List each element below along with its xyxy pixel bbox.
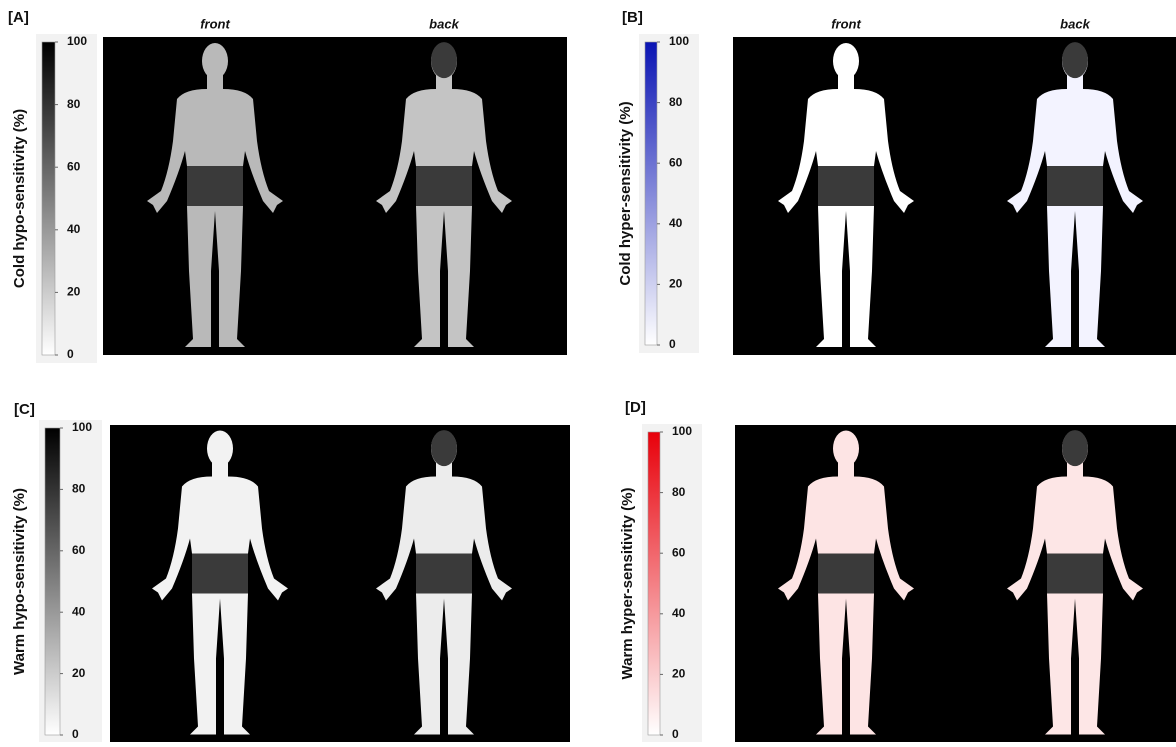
- panel: [A] 0 20 40 60 80 100 Cold hypo-sensitivity (%)…: [8, 9, 567, 363]
- colorbar-tick-label: 80: [672, 485, 686, 499]
- colorbar-tick-label: 100: [672, 424, 692, 438]
- panel-label: [A]: [8, 9, 29, 26]
- colorbar-tick-label: 40: [669, 216, 683, 230]
- colorbar: [45, 428, 60, 735]
- colorbar-tick-label: 60: [67, 159, 81, 173]
- axis-label: Cold hyper-sensitivity (%): [617, 101, 634, 285]
- colorbar-tick-label: 100: [67, 34, 87, 48]
- colorbar-tick-label: 20: [672, 667, 686, 681]
- view-label: back: [1060, 16, 1090, 31]
- colorbar-tick-label: 20: [72, 666, 86, 680]
- panel: [D] 0 20 40 60 80 100 Warm hyper-sensitivity (%…: [619, 399, 1176, 742]
- colorbar-tick-label: 0: [72, 727, 79, 741]
- axis-label: Warm hyper-sensitivity (%): [619, 488, 636, 680]
- colorbar-tick-label: 0: [672, 727, 679, 741]
- head-back: [1062, 42, 1088, 78]
- axis-label: Warm hypo-sensitivity (%): [11, 488, 28, 675]
- figure: [A] 0 20 40 60 80 100 Cold hypo-sensitivity (%)…: [0, 0, 1176, 742]
- body-map-background: [735, 425, 1176, 742]
- panel-label: [D]: [625, 399, 646, 416]
- colorbar-tick-label: 60: [669, 155, 683, 169]
- head-back: [431, 430, 457, 466]
- colorbar-tick-label: 100: [72, 420, 92, 434]
- colorbar: [648, 432, 660, 735]
- colorbar-tick-label: 80: [72, 482, 86, 496]
- colorbar: [42, 42, 55, 355]
- colorbar: [645, 42, 657, 345]
- colorbar-tick-label: 0: [669, 337, 676, 351]
- colorbar-tick-label: 80: [669, 95, 683, 109]
- colorbar-tick-label: 40: [72, 604, 86, 618]
- colorbar-tick-label: 40: [672, 606, 686, 620]
- head-back: [431, 42, 457, 78]
- colorbar-tick-label: 40: [67, 222, 81, 236]
- colorbar-tick-label: 80: [67, 97, 81, 111]
- panel: [C] 0 20 40 60 80 100 Warm hypo-sensitivity (%): [11, 401, 570, 742]
- colorbar-tick-label: 100: [669, 34, 689, 48]
- colorbar-tick-label: 0: [67, 347, 74, 361]
- panel: [B] 0 20 40 60 80 100 Cold hyper-sensitivity (%…: [617, 9, 1176, 355]
- view-label: front: [831, 16, 861, 31]
- colorbar-tick-label: 60: [672, 545, 686, 559]
- axis-label: Cold hypo-sensitivity (%): [11, 109, 28, 288]
- colorbar-tick-label: 20: [669, 277, 683, 291]
- view-label: back: [429, 16, 459, 31]
- colorbar-tick-label: 20: [67, 285, 81, 299]
- head-back: [1062, 430, 1088, 466]
- panel-label: [C]: [14, 401, 35, 418]
- panel-label: [B]: [622, 9, 643, 26]
- colorbar-tick-label: 60: [72, 543, 86, 557]
- view-label: front: [200, 16, 230, 31]
